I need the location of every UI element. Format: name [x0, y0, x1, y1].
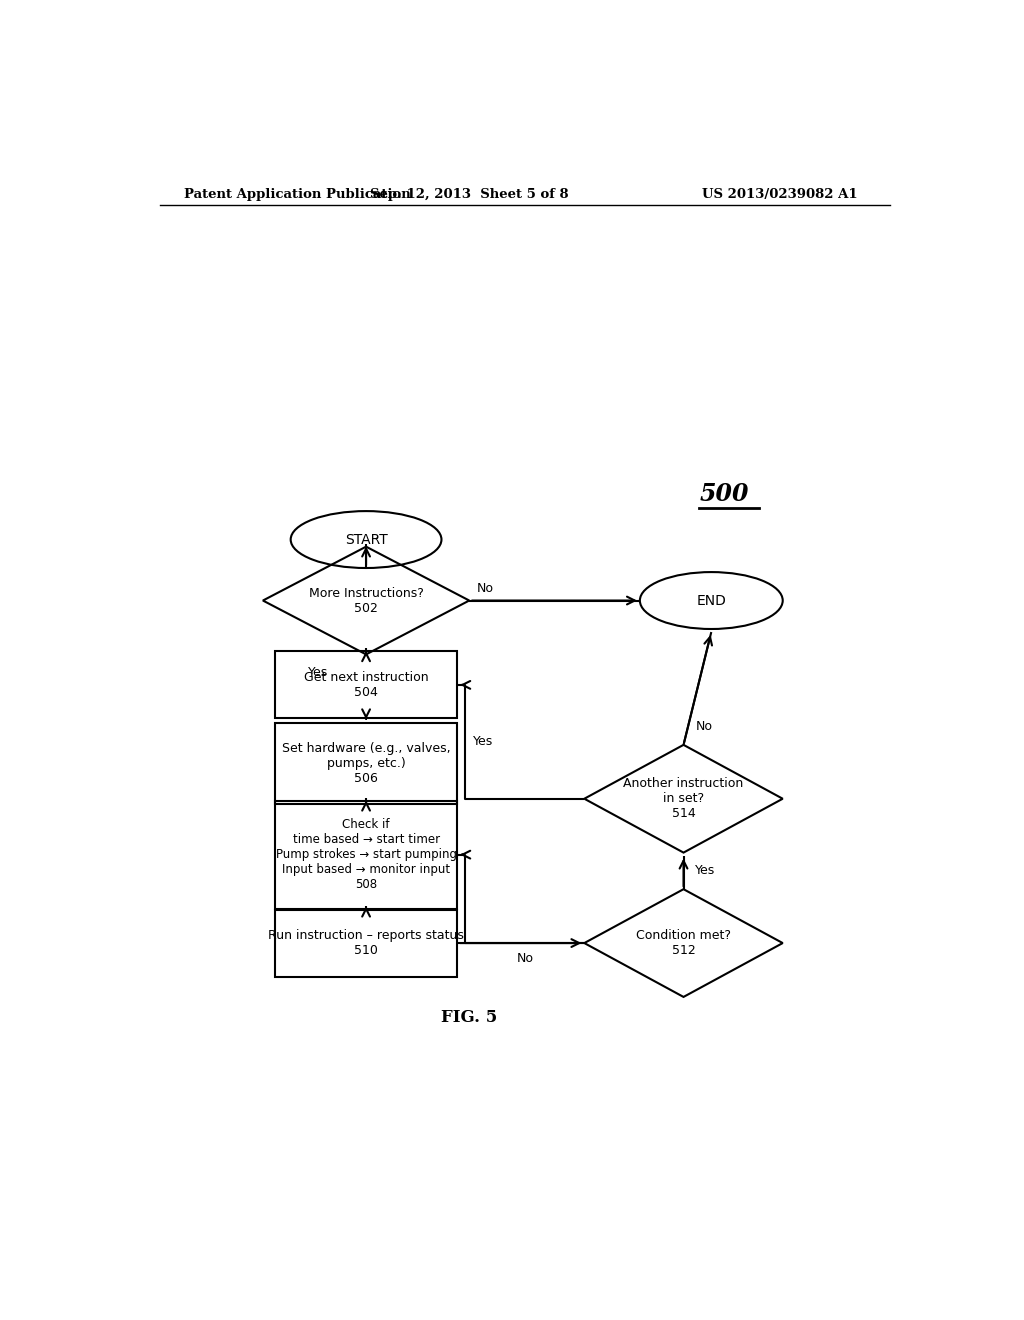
Text: No: No	[695, 721, 713, 733]
Text: US 2013/0239082 A1: US 2013/0239082 A1	[702, 189, 858, 202]
Text: START: START	[345, 532, 387, 546]
Bar	[274, 722, 458, 804]
Text: 500: 500	[699, 482, 749, 506]
Text: No: No	[477, 582, 495, 595]
Text: Yes: Yes	[473, 735, 494, 748]
Text: Run instruction – reports status
510: Run instruction – reports status 510	[268, 929, 464, 957]
Text: Yes: Yes	[695, 865, 716, 878]
Bar	[274, 651, 458, 718]
Bar	[274, 801, 458, 908]
Text: Another instruction
in set?
514: Another instruction in set? 514	[624, 777, 743, 820]
Text: FIG. 5: FIG. 5	[441, 1008, 498, 1026]
Text: Patent Application Publication: Patent Application Publication	[183, 189, 411, 202]
Text: Condition met?
512: Condition met? 512	[636, 929, 731, 957]
Text: Check if
time based → start timer
Pump strokes → start pumping
Input based → mon: Check if time based → start timer Pump s…	[275, 818, 457, 891]
Text: More Instructions?
502: More Instructions? 502	[308, 586, 424, 615]
Text: Yes: Yes	[308, 667, 329, 680]
Text: Sep. 12, 2013  Sheet 5 of 8: Sep. 12, 2013 Sheet 5 of 8	[370, 189, 568, 202]
Text: END: END	[696, 594, 726, 607]
Text: Set hardware (e.g., valves,
pumps, etc.)
506: Set hardware (e.g., valves, pumps, etc.)…	[282, 742, 451, 784]
Text: No: No	[516, 952, 534, 965]
Bar	[274, 909, 458, 977]
Text: Get next instruction
504: Get next instruction 504	[304, 671, 428, 698]
